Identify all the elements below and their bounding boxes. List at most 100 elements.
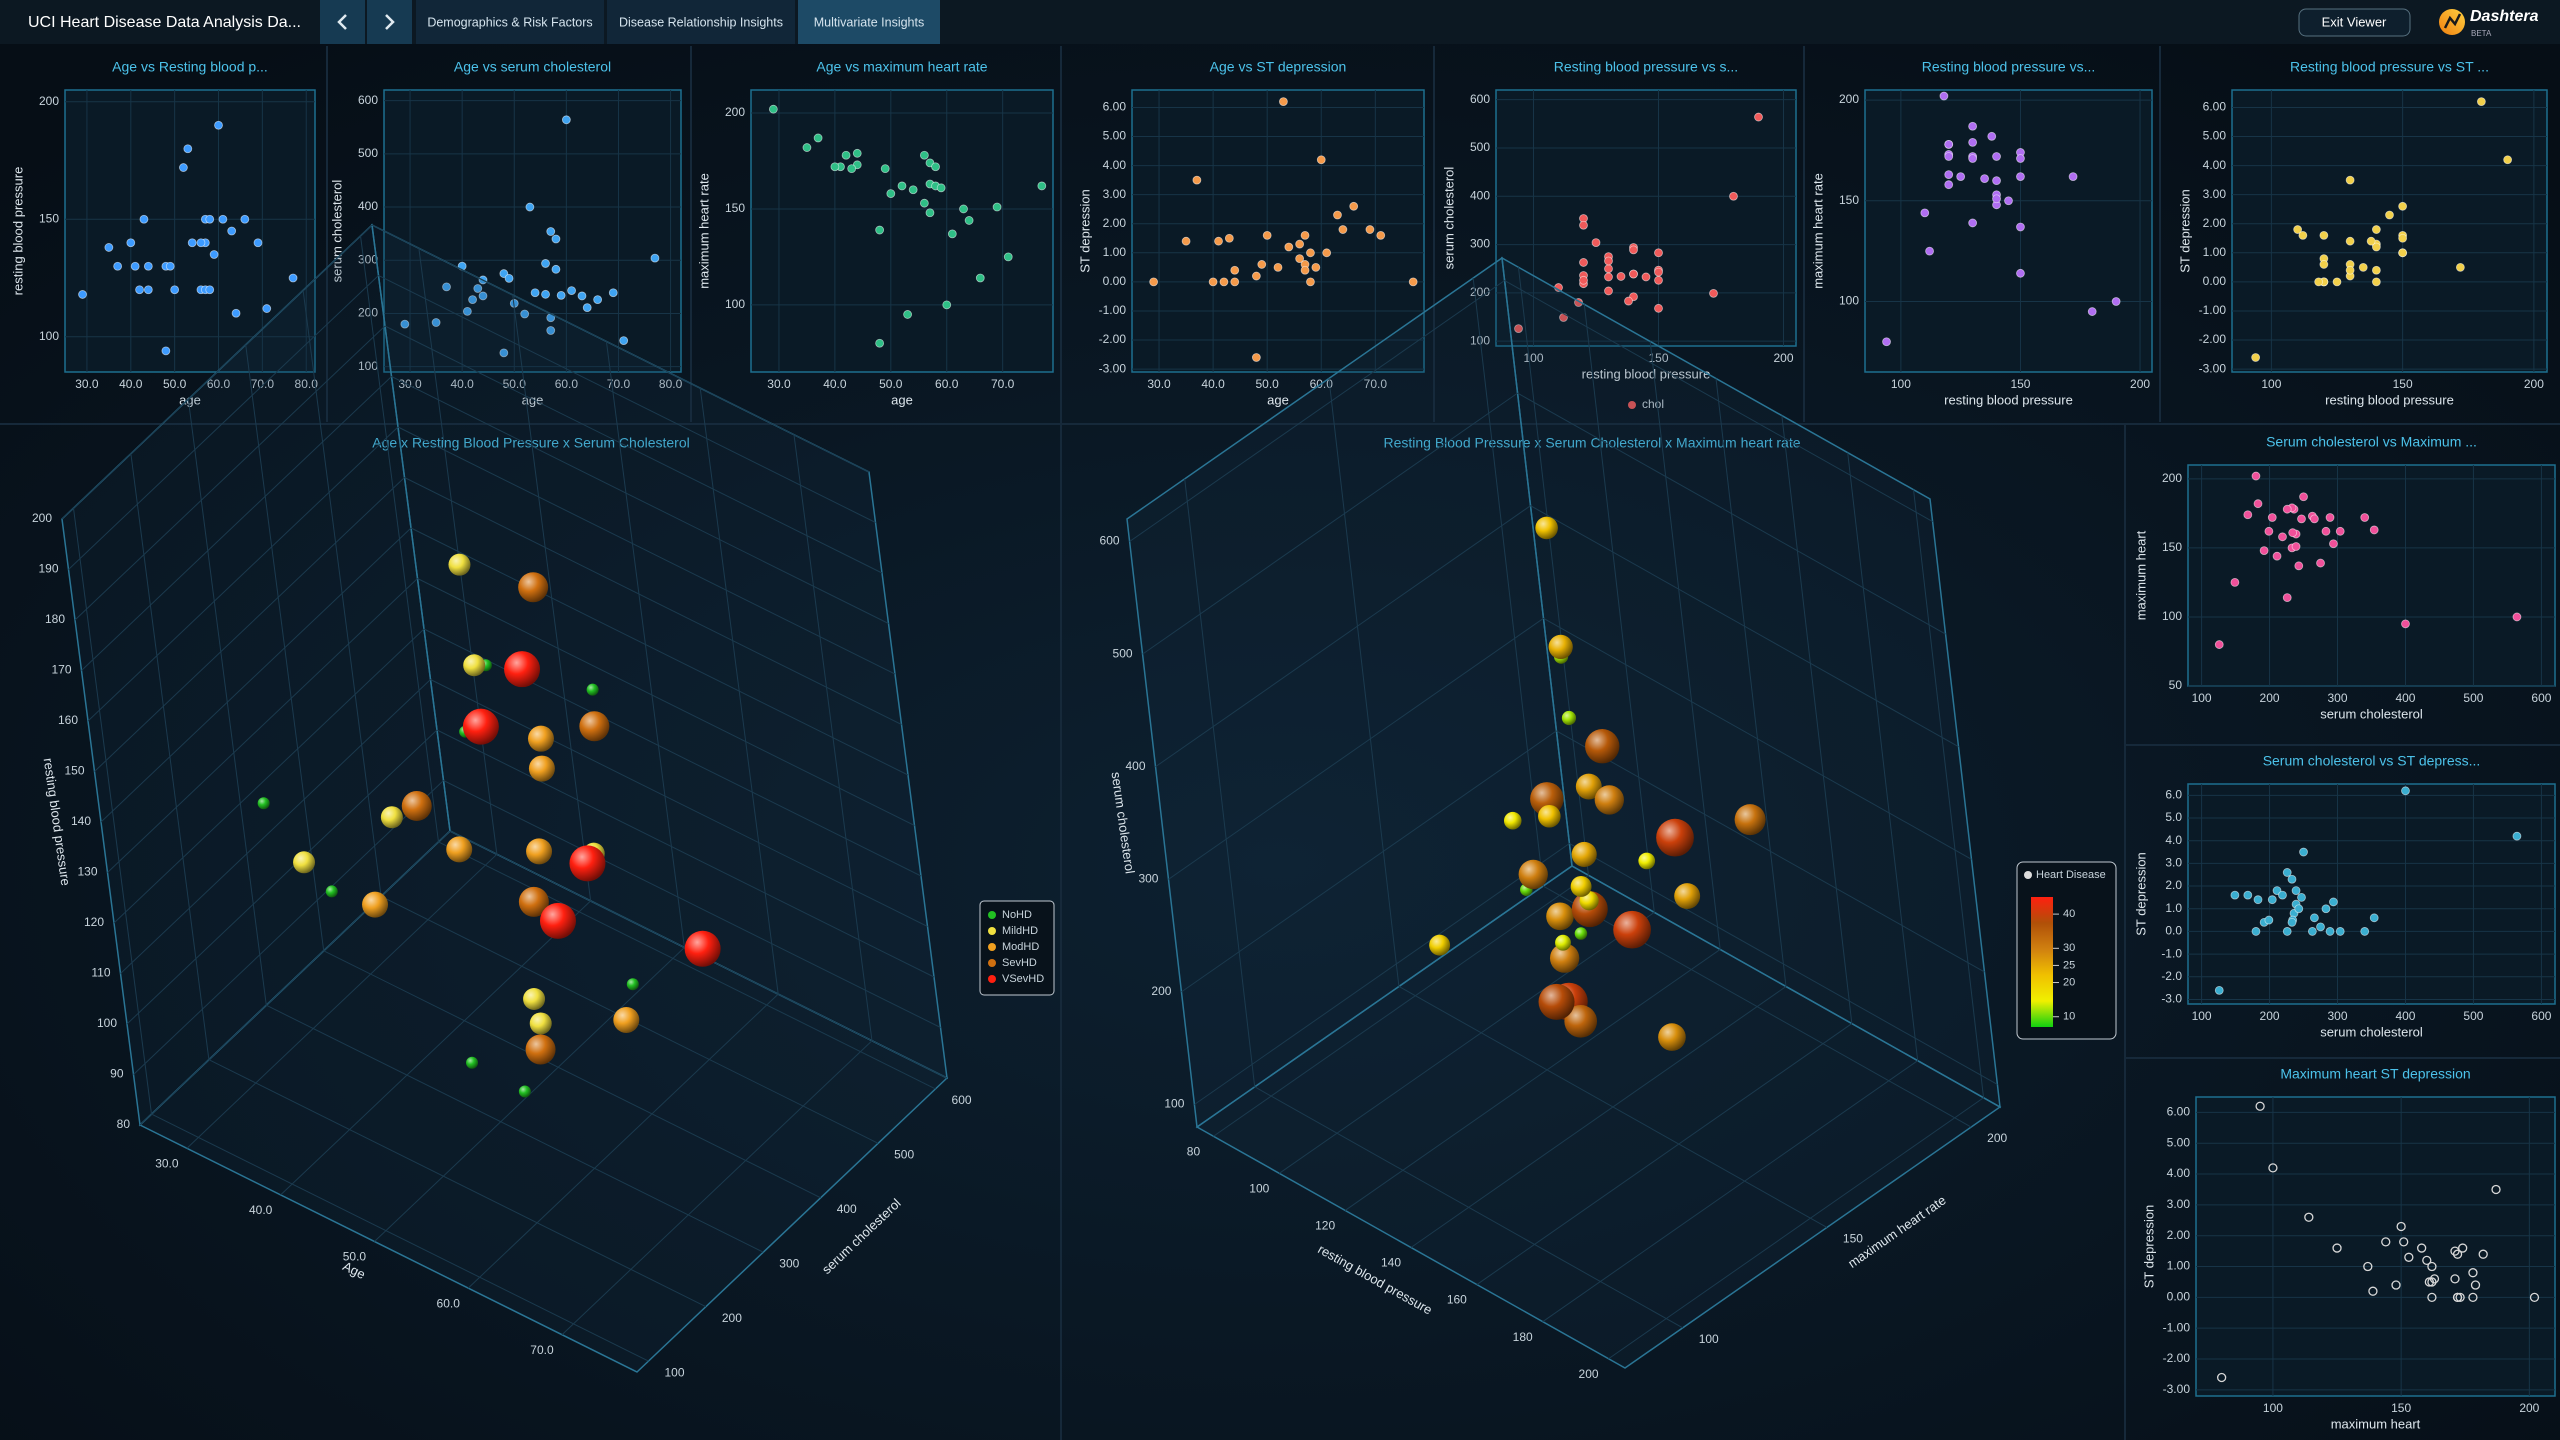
data-point	[2291, 886, 2301, 895]
tab-label[interactable]: Multivariate Insights	[814, 15, 924, 29]
data-point	[2321, 904, 2331, 914]
x-tick-label: 150	[2010, 377, 2030, 391]
y-tick-label: 300	[1138, 871, 1158, 885]
data-point	[1654, 267, 1663, 277]
data-point	[650, 253, 660, 263]
exit-button[interactable]	[2298, 8, 2411, 37]
chart-title: Serum cholesterol vs ST depress...	[2263, 753, 2481, 769]
y-tick-label: 5.00	[2203, 129, 2227, 143]
data-point	[2478, 1249, 2488, 1259]
data-point	[2427, 1261, 2437, 1272]
y-tick-label: 150	[39, 211, 59, 225]
plot-area	[750, 89, 1054, 373]
data-point	[231, 308, 241, 318]
data-point	[2385, 210, 2394, 220]
scatter-chart: Resting blood pressure vs... 100 150 200 100…	[1810, 59, 2153, 407]
data-point	[2450, 1246, 2460, 1256]
chevron-right	[385, 14, 395, 30]
x-tick-label: 100	[1891, 377, 1911, 391]
y-tick-label: 150	[1839, 193, 1859, 207]
data-point	[886, 189, 896, 198]
data-point	[942, 300, 952, 310]
grid-line	[1530, 505, 1959, 748]
scatter-chart: Age vs Resting blood p... 30.0 40.0 50.0 60.…	[10, 59, 318, 408]
data-point	[1538, 983, 1575, 1020]
grid-line	[1517, 392, 1946, 635]
data-point	[1333, 210, 1342, 220]
x-tick-label: 150	[2391, 1401, 2411, 1415]
data-point	[2427, 1277, 2437, 1287]
exit-label[interactable]: Exit Viewer	[2322, 14, 2387, 29]
data-point	[2399, 1237, 2409, 1247]
y-tick-label: 3.00	[2167, 1197, 2191, 1211]
data-point	[1624, 296, 1633, 306]
tab-label[interactable]: Demographics & Risk Factors	[427, 15, 592, 29]
chart-title: Maximum heart ST depression	[2280, 1066, 2470, 1082]
x-tick-label: 40.0	[119, 377, 143, 391]
x-axis-label: resting blood pressure	[1944, 392, 2073, 407]
data-point	[925, 208, 935, 218]
grid-line	[1715, 378, 1787, 987]
x-tick-label: 200	[2524, 377, 2544, 391]
nav-forward[interactable]	[367, 0, 412, 44]
x-tick-label: 600	[2531, 691, 2551, 705]
y-tick-label: 500	[1113, 646, 1133, 660]
data-point	[2396, 1221, 2406, 1232]
x-axis-label: serum cholesterol	[2320, 1024, 2423, 1039]
y-tick-label: 0.00	[2167, 1290, 2191, 1304]
y-tick-label: 90	[110, 1067, 124, 1081]
y-tick-label: 100	[39, 329, 59, 343]
data-point	[187, 238, 197, 248]
data-point	[1944, 170, 1954, 180]
x-tick-label: 80	[1187, 1144, 1201, 1158]
tab-label[interactable]: Disease Relationship Insights	[619, 15, 783, 29]
nav-button[interactable]	[367, 0, 412, 44]
data-point	[1518, 859, 1548, 890]
data-point	[2360, 927, 2370, 936]
grid-line	[1181, 730, 1557, 993]
y-tick-label: 130	[77, 865, 97, 879]
nav-back[interactable]	[320, 0, 365, 44]
grid-line	[94, 477, 405, 772]
data-point	[2345, 236, 2355, 246]
chart-title: Serum cholesterol vs Maximum ...	[2266, 434, 2477, 450]
tab[interactable]	[416, 0, 604, 44]
colorbar-tick-label: 10	[2063, 1011, 2075, 1023]
grid-line	[397, 426, 896, 675]
data-point	[2329, 897, 2338, 907]
z-tick-label: 500	[894, 1148, 914, 1162]
tab[interactable]	[607, 0, 795, 44]
legend-label: SevHD	[1002, 957, 1037, 969]
y-axis-label: ST depression	[2177, 189, 2192, 273]
data-point	[2369, 913, 2379, 923]
data-point	[919, 150, 929, 160]
data-point	[2016, 172, 2025, 182]
grid-line	[323, 950, 821, 1199]
data-point	[1629, 245, 1638, 255]
grid-line	[1472, 278, 1544, 887]
data-point	[541, 259, 550, 268]
grid-line	[208, 1059, 707, 1308]
data-point	[903, 310, 912, 319]
data-point	[1729, 191, 1738, 201]
data-point	[2424, 1277, 2435, 1287]
grid-line	[100, 527, 412, 823]
tab[interactable]	[798, 0, 940, 44]
x-tick-label: 80.0	[659, 377, 683, 391]
data-point	[165, 261, 175, 271]
brand-name: Dashtera	[2470, 8, 2539, 25]
data-point	[919, 198, 929, 208]
y-tick-label: -2.00	[1099, 332, 1127, 346]
grid-line	[126, 729, 438, 1025]
data-point	[1579, 220, 1588, 230]
data-point	[2427, 1292, 2437, 1303]
data-point	[463, 654, 486, 677]
data-point	[400, 319, 410, 329]
x-tick-label: 80.0	[295, 377, 319, 391]
grid-line	[87, 426, 399, 722]
scatter-chart: Age vs serum cholesterol30.040.050.060.0…	[329, 59, 682, 408]
data-point	[1555, 934, 1571, 951]
y-axis-label: maximum heart rate	[696, 173, 711, 289]
x-axis-label: age	[891, 392, 913, 407]
nav-button[interactable]	[320, 0, 365, 44]
